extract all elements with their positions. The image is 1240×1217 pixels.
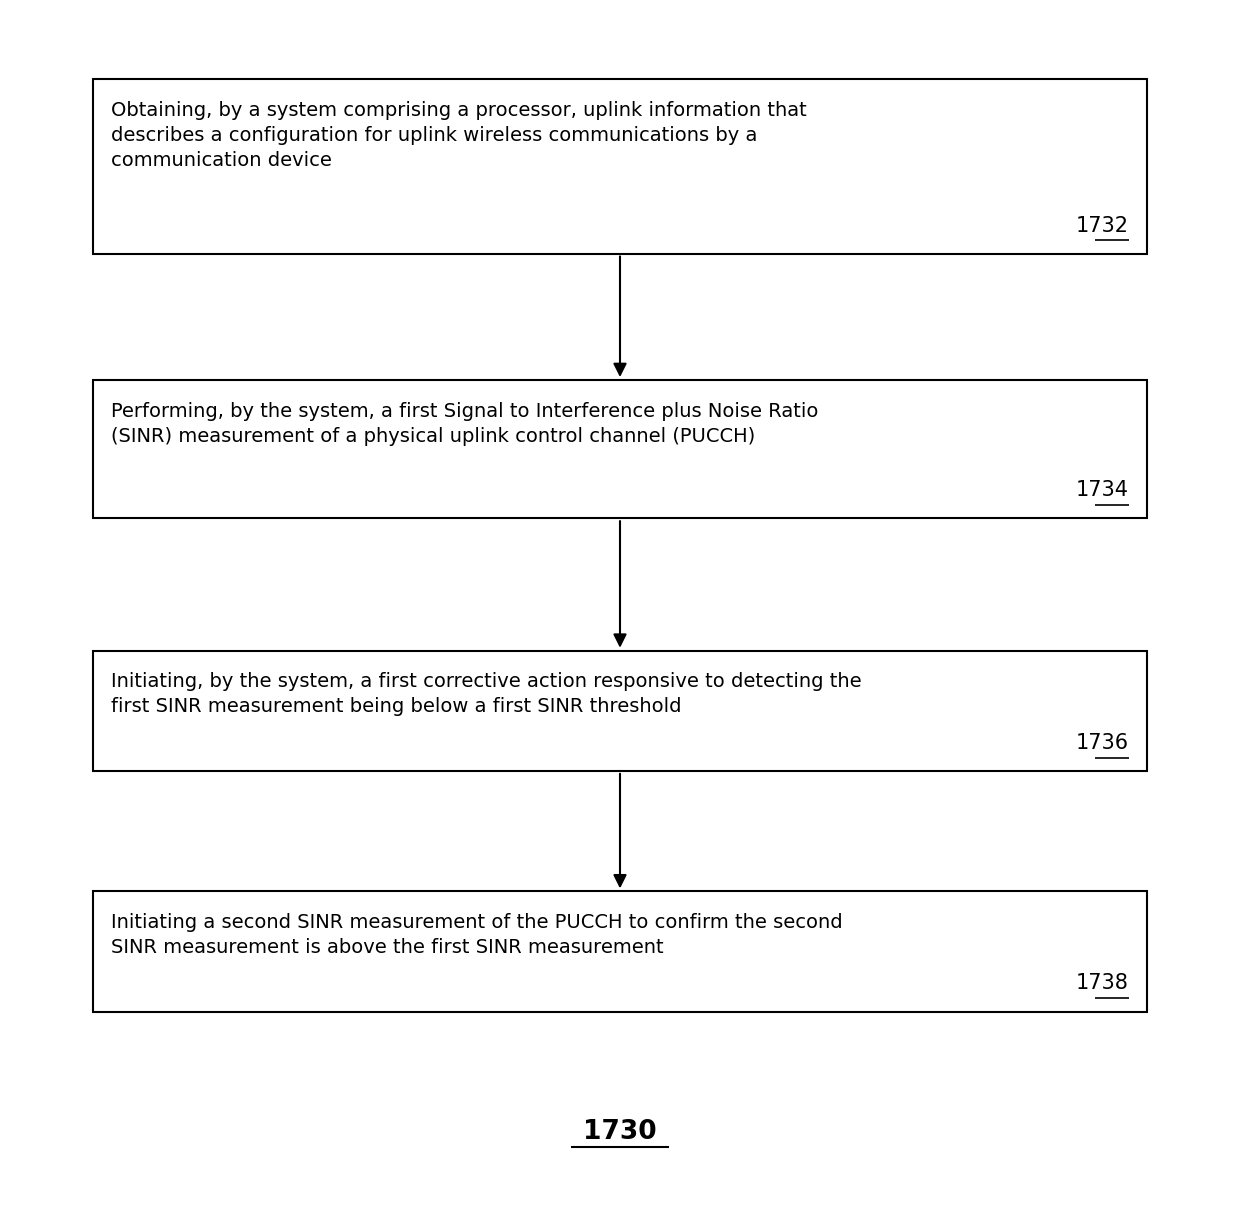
Bar (93, 651, 1147, 770)
Bar (93, 380, 1147, 518)
Text: Initiating a second SINR measurement of the PUCCH to confirm the second
SINR mea: Initiating a second SINR measurement of … (112, 913, 843, 957)
Text: Performing, by the system, a first Signal to Interference plus Noise Ratio
(SINR: Performing, by the system, a first Signa… (112, 402, 818, 445)
Text: 1730: 1730 (583, 1118, 657, 1145)
Bar (93, 891, 1147, 1011)
Text: 1734: 1734 (1076, 481, 1128, 500)
Text: 1736: 1736 (1076, 733, 1128, 753)
Text: Initiating, by the system, a first corrective action responsive to detecting the: Initiating, by the system, a first corre… (112, 672, 862, 717)
Bar (93, 79, 1147, 253)
Text: Obtaining, by a system comprising a processor, uplink information that
describes: Obtaining, by a system comprising a proc… (112, 101, 807, 170)
Text: 1732: 1732 (1076, 215, 1128, 236)
Text: 1738: 1738 (1076, 974, 1128, 993)
